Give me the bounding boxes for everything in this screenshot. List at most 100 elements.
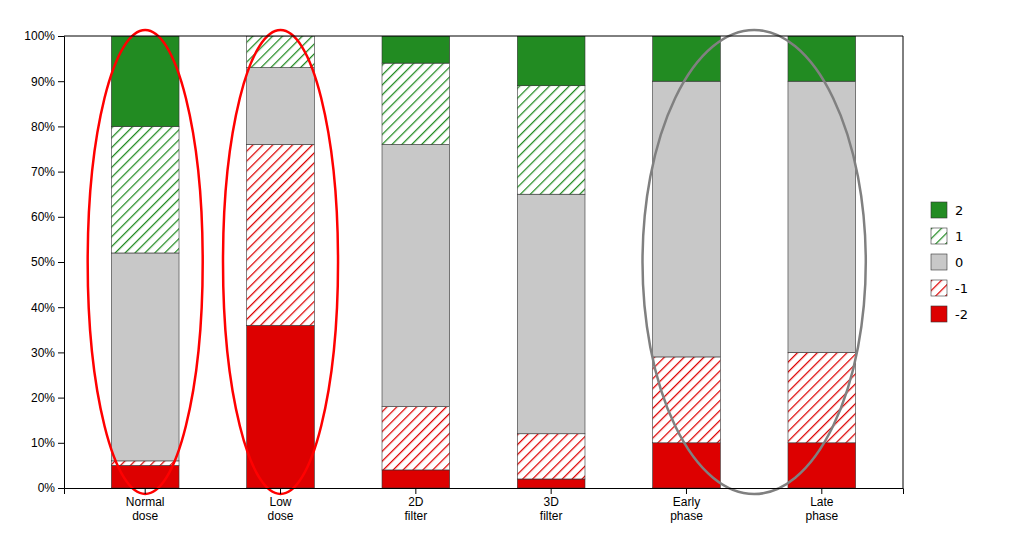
tick-label-line: dose [268,509,294,523]
tick-mark [58,443,64,444]
tick-mark [58,262,64,263]
tick-label: 3Dfilter [540,495,563,523]
tick-label: 70% [31,165,55,179]
tick: 30% [31,346,64,360]
highlight-ellipse [223,30,338,494]
bar-segment [653,443,721,488]
tick-label: 2Dfilter [405,495,428,523]
axis-domain [65,489,904,495]
frame [903,36,904,488]
tick-label: Earlyphase [670,495,703,523]
tick-label: Normaldose [126,495,165,523]
tick-label-line: dose [132,509,158,523]
bar-segment [653,36,721,81]
tick-mark [58,488,64,489]
axis-domain [58,37,65,489]
tick-mark [58,307,64,308]
highlight-ellipse [88,30,203,494]
tick-label: 0% [38,481,56,495]
bar-segment [111,126,179,253]
tick: 50% [31,255,64,269]
tick-label: 80% [31,120,55,134]
tick-mark [58,217,64,218]
legend-swatch [931,228,947,244]
series [111,36,585,253]
tick: 3Dfilter [540,488,563,523]
legend-item: -1 [931,280,968,296]
tick-mark [686,488,687,494]
x-axis: NormaldoseLowdose2Dfilter3DfilterEarlyph… [65,488,904,523]
tick-label: 60% [31,210,55,224]
tick-label-line: Normal [126,495,165,509]
tick-label-line: Early [673,495,700,509]
legend-swatch [931,254,947,270]
legend-item: 0 [931,254,963,270]
tick-mark [58,352,64,353]
legend-item: -2 [931,306,968,322]
tick-mark [58,398,64,399]
tick: 100% [24,29,64,43]
tick-mark [145,488,146,494]
tick-label-line: 3D [543,495,559,509]
legend: 2 1 0 -1 -2 [931,202,968,322]
bar-segment [788,36,856,81]
bar-segment [788,81,856,352]
tick: 80% [31,120,64,134]
bar-segment [653,81,721,357]
plot: 0%10%20%30%40%50%60%70%80%90%100%Normald… [24,29,903,523]
tick-label-line: phase [805,509,838,523]
bar-segment [517,36,585,86]
tick: Normaldose [126,488,165,523]
bar-segment [382,407,450,470]
legend-label: 0 [955,255,963,270]
tick: 60% [31,210,64,224]
legend-label: 2 [955,203,963,218]
tick: Lowdose [268,488,294,523]
bar-segment [382,144,450,406]
tick-mark [280,488,281,494]
tick-label: 40% [31,301,55,315]
tick-label: 100% [24,29,55,43]
bar-segment [517,434,585,479]
tick: Latephase [805,488,838,523]
legend-item: 1 [931,228,963,244]
tick-label-line: filter [405,509,428,523]
tick-label: 90% [31,75,55,89]
tick-label-line: phase [670,509,703,523]
tick-label: Lowdose [268,495,294,523]
tick-mark [821,488,822,494]
bar-segment [247,68,315,145]
bar-segment [653,357,721,443]
chart: 0%10%20%30%40%50%60%70%80%90%100%Normald… [0,0,1023,552]
legend-swatch [931,306,947,322]
tick-mark [58,126,64,127]
tick-label-line: Low [270,495,292,509]
tick-label: 50% [31,255,55,269]
legend-label: -1 [955,281,968,296]
tick: 20% [31,391,64,405]
tick-mark [415,488,416,494]
tick: Earlyphase [670,488,703,523]
bar-segment [247,325,315,488]
series [111,36,855,126]
tick: 2Dfilter [405,488,428,523]
tick-label-line: filter [540,509,563,523]
legend-swatch [931,202,947,218]
tick-mark [551,488,552,494]
tick-label-line: 2D [408,495,424,509]
bar-segment [111,253,179,461]
bar-segment [382,470,450,488]
bar-segment [517,86,585,194]
tick-mark [58,36,64,37]
bar-segment [111,461,179,466]
tick: 10% [31,436,64,450]
tick-label: 30% [31,346,55,360]
bar-segment [382,36,450,63]
bar-segment [247,144,315,325]
legend-swatch [931,280,947,296]
highlights [88,30,866,494]
y-axis: 0% 10% 20% 30% 40% 50% 60% 70% 80% 90% 100% [24,29,64,495]
tick: 70% [31,165,64,179]
tick: 40% [31,301,64,315]
bar-segment [517,479,585,488]
